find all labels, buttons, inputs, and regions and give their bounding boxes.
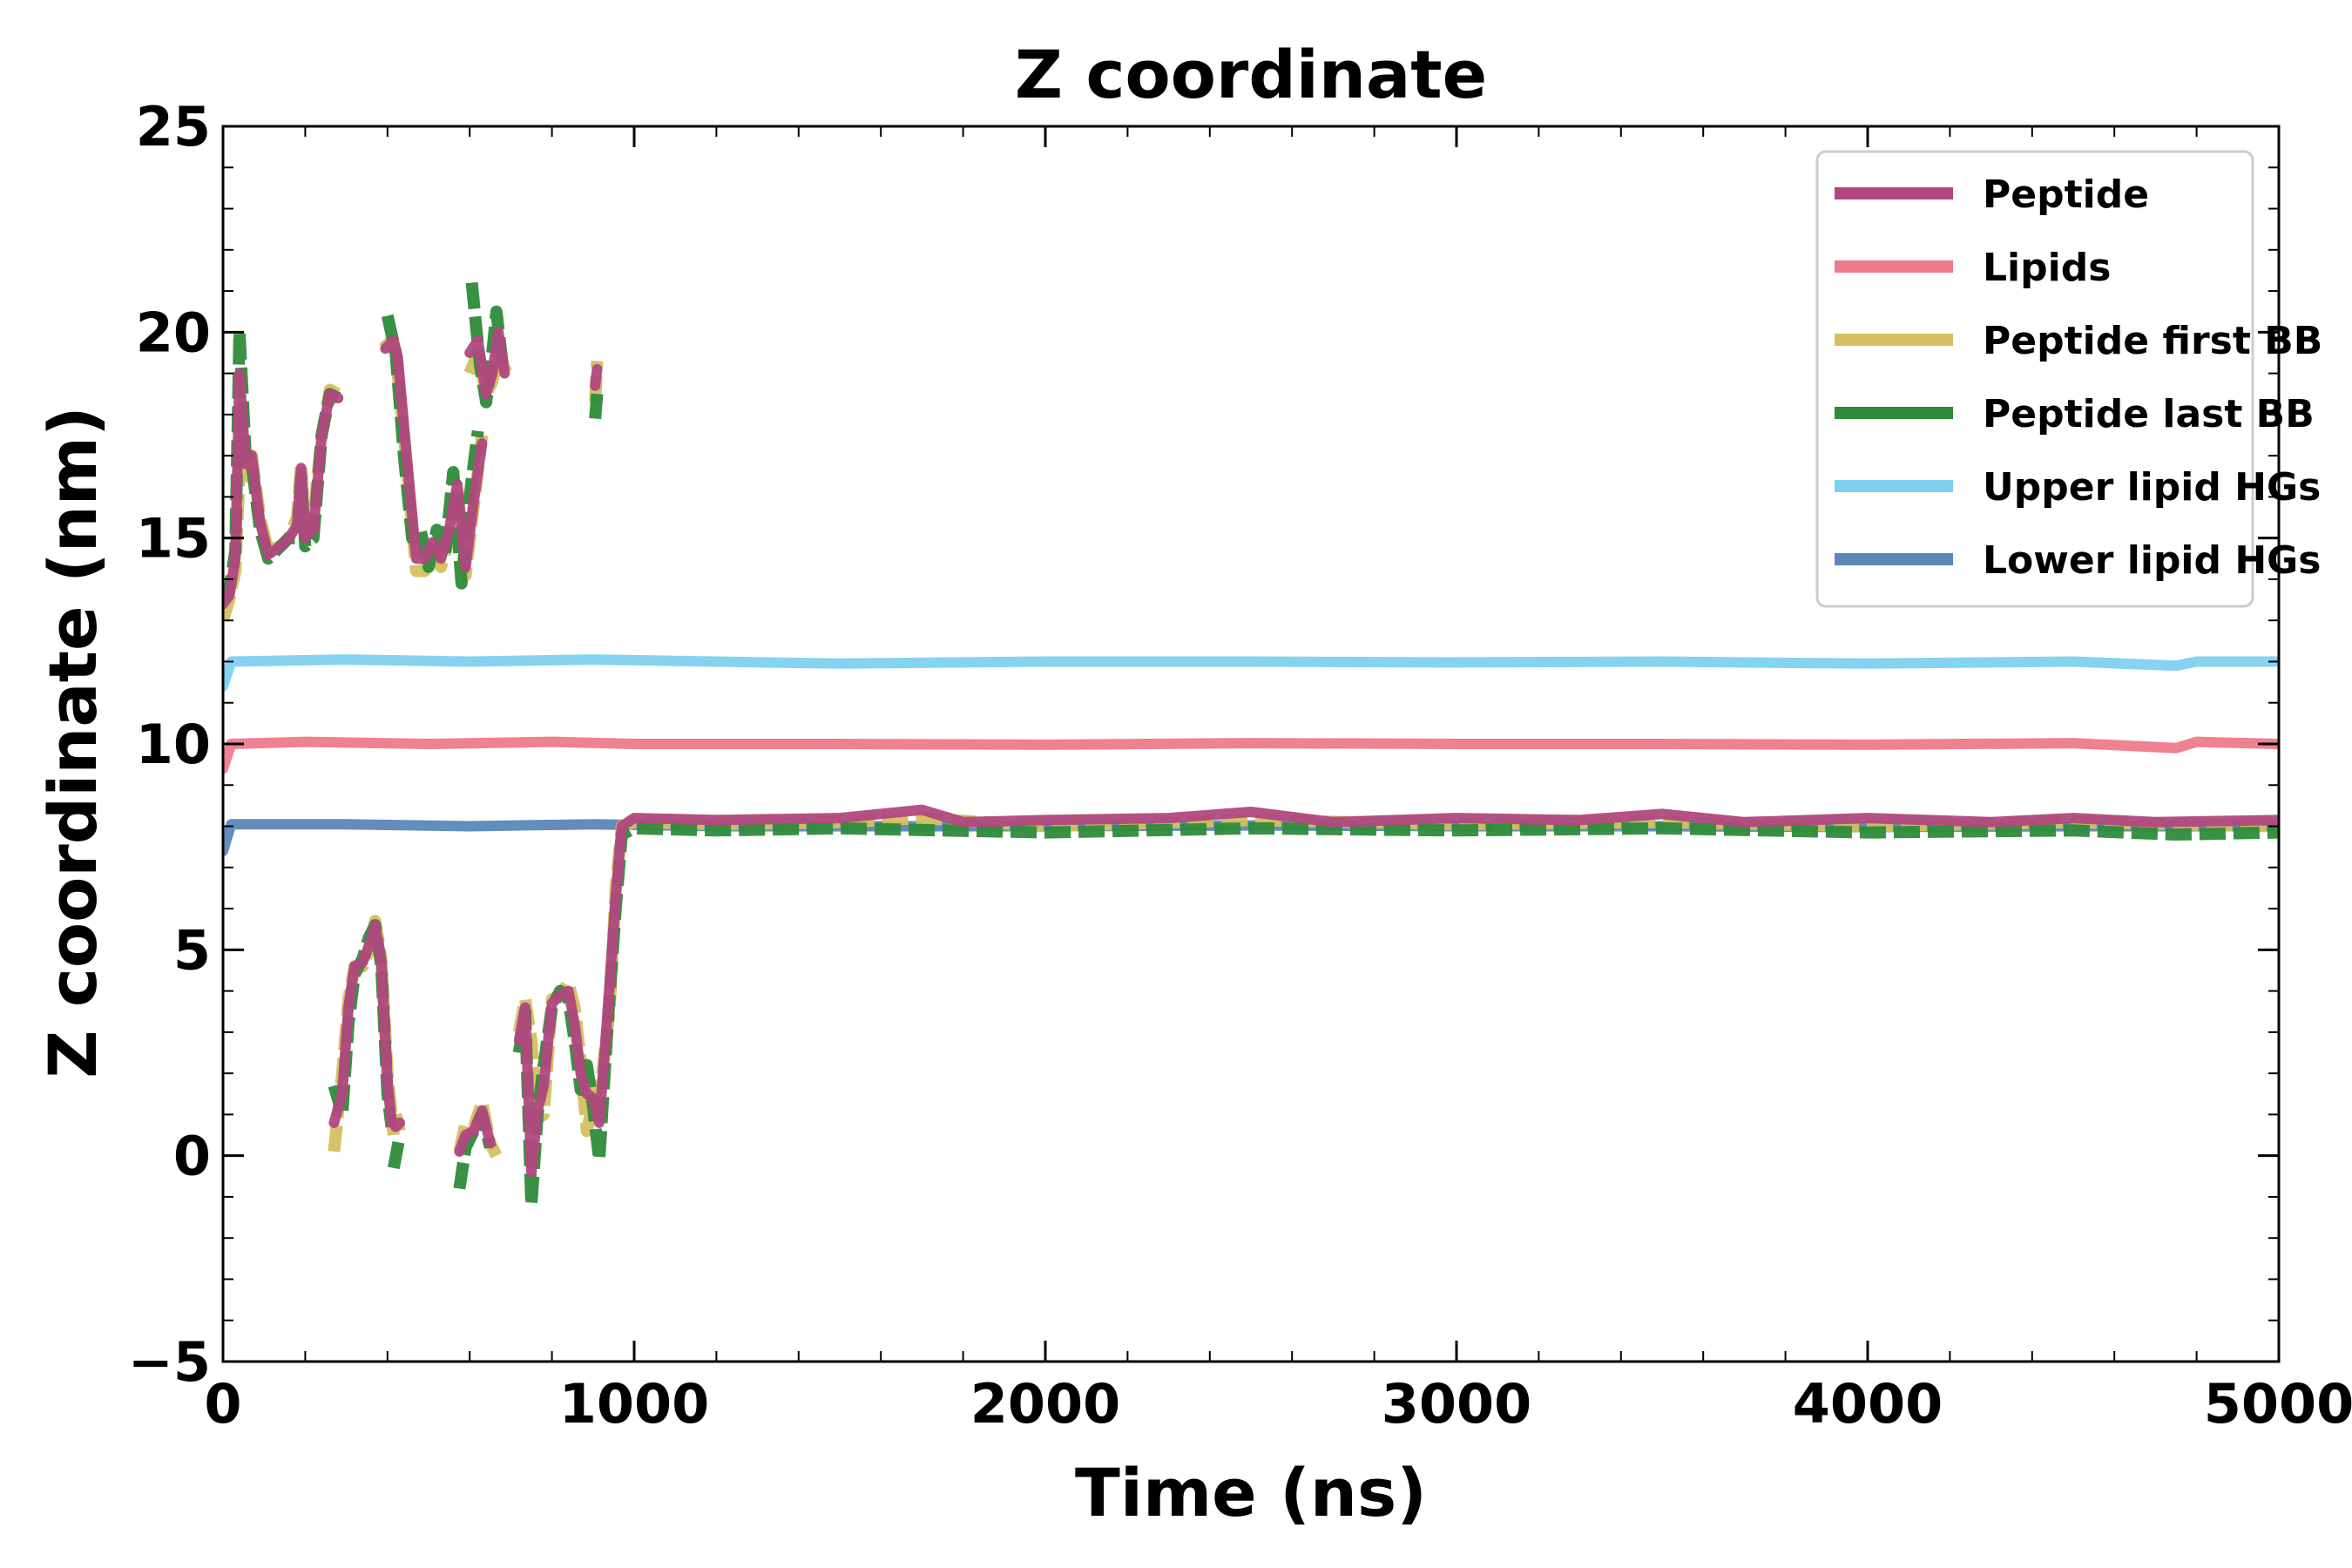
legend-label-peptide-last-bb: Peptide last BB (1983, 392, 2315, 436)
x-axis-label: Time (ns) (1075, 1454, 1427, 1531)
legend: Peptide Lipids Peptide first BB Peptide las… (1815, 150, 2322, 608)
series-line-peptide-7 (513, 804, 2279, 1178)
legend-label-lower-lipid-hgs: Lower lipid HGs (1983, 538, 2321, 583)
x-tick-label: 0 (204, 1372, 241, 1436)
y-tick-label: 0 (173, 1125, 211, 1188)
x-tick-label: 2000 (970, 1372, 1121, 1436)
series-line-peptide-4 (328, 920, 397, 1128)
series-line-peptide-last-bb-7 (512, 821, 2279, 1212)
y-tick-label: 15 (136, 507, 211, 571)
series-line-peptide-5 (390, 1117, 405, 1132)
plot-frame (221, 125, 2281, 1363)
y-tick-label: 10 (136, 713, 211, 776)
plot-area (223, 281, 2279, 1212)
y-tick-label: −5 (128, 1330, 211, 1394)
x-tick-label: 4000 (1793, 1372, 1943, 1436)
y-tick-label: 25 (136, 95, 211, 159)
series-line-peptide-last-bb-3 (589, 393, 604, 420)
series-line-peptide-0 (223, 368, 344, 610)
legend-label-peptide-first-bb: Peptide first BB (1983, 319, 2322, 363)
series-line-peptide-first-bb-7 (512, 812, 2279, 1138)
series-line-upper-lipid-hgs-0 (223, 654, 2279, 692)
y-tick-label: 5 (173, 918, 211, 982)
legend-label-lipids: Lipids (1983, 246, 2111, 290)
chart-title: Z coordinate (1015, 36, 1487, 113)
series-line-peptide-2 (464, 327, 510, 400)
legend-label-peptide: Peptide (1983, 172, 2149, 217)
series-line-peptide-3 (590, 363, 603, 391)
x-tick-label: 3000 (1382, 1372, 1532, 1436)
x-tick-label: 1000 (559, 1372, 710, 1436)
series-line-lipids-0 (223, 736, 2279, 774)
series-line-peptide-last-bb-5 (388, 1133, 406, 1170)
series-line-peptide-6 (454, 1105, 496, 1157)
legend-label-upper-lipid-hgs: Upper lipid HGs (1983, 465, 2321, 510)
y-tick-label: 20 (136, 301, 211, 364)
y-axis-label: Z coordinate (nm) (34, 406, 112, 1078)
series-line-peptide-1 (380, 335, 488, 572)
x-tick-label: 5000 (2204, 1372, 2352, 1436)
